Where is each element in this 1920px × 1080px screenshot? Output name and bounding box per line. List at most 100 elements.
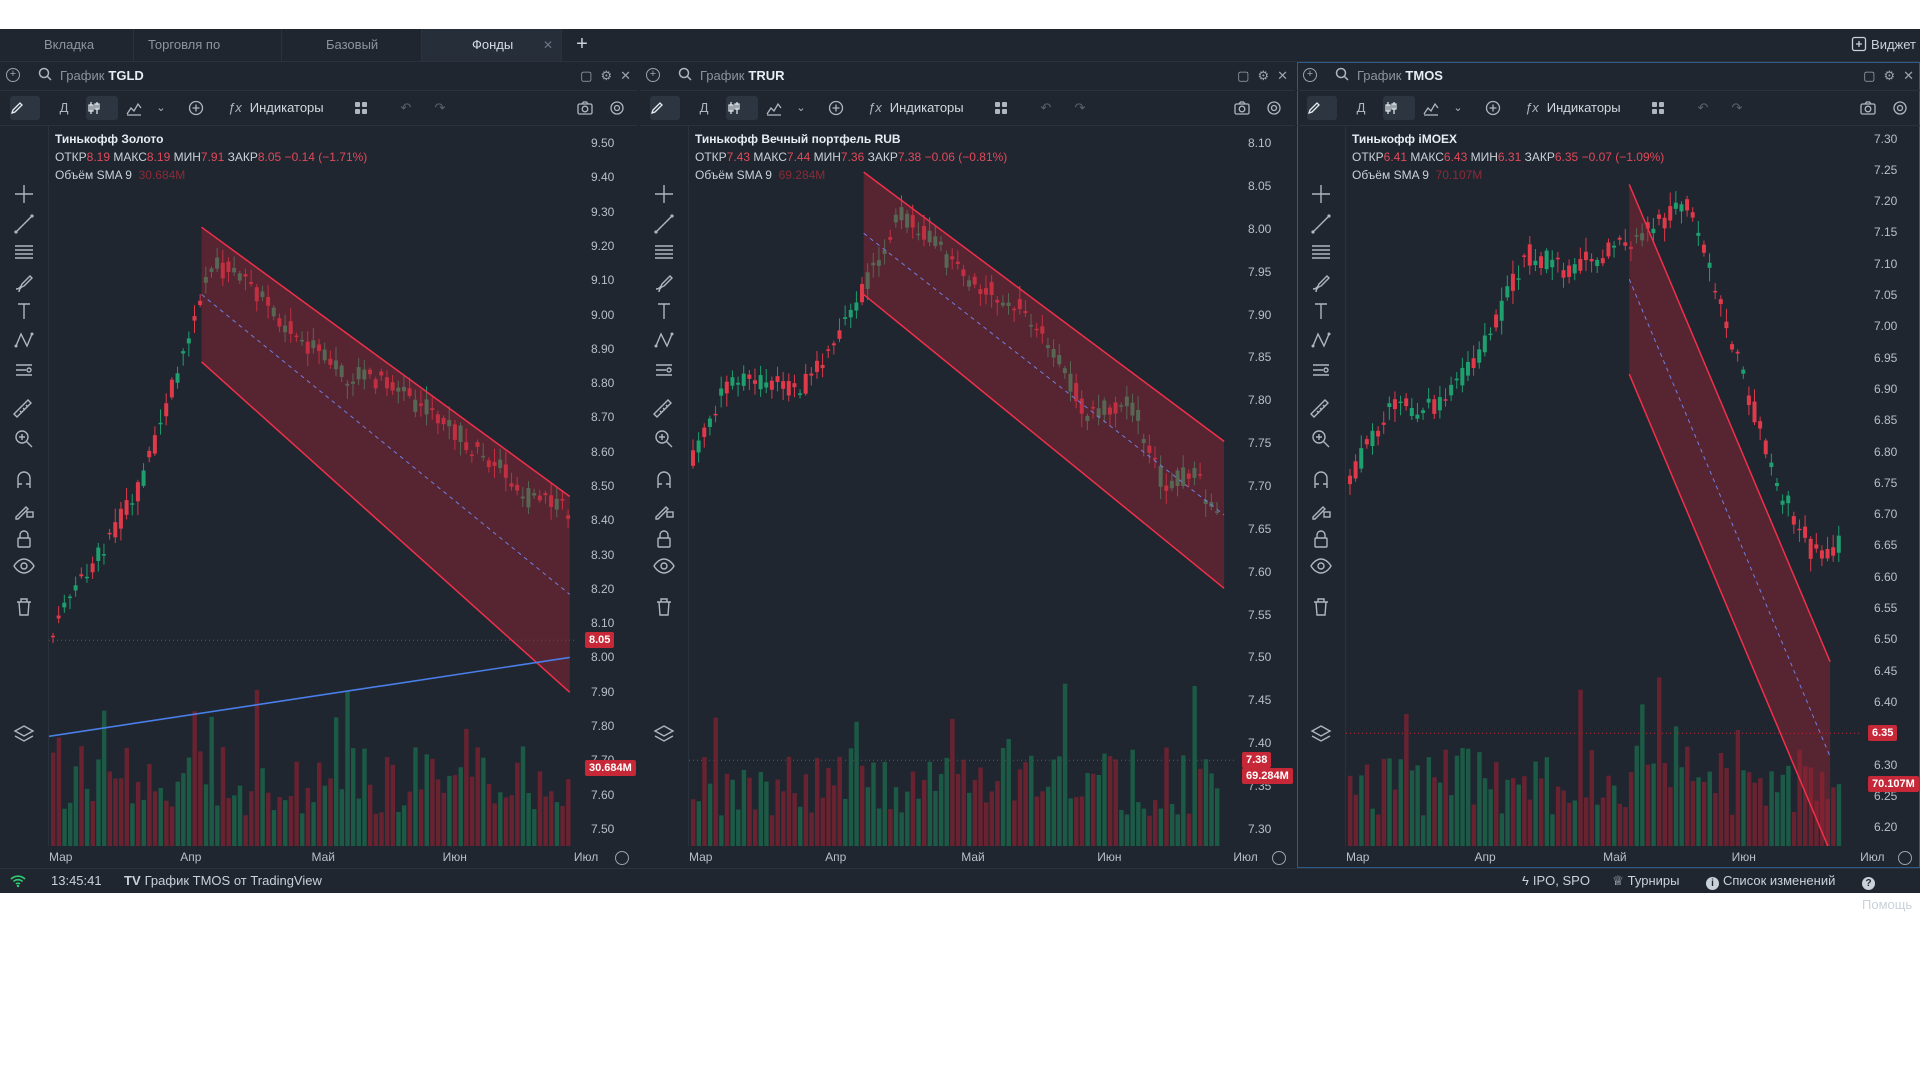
prediction-icon[interactable] — [652, 358, 676, 382]
brush-icon[interactable] — [12, 271, 36, 295]
chart-type-button[interactable] — [126, 96, 148, 120]
trash-icon[interactable] — [652, 595, 676, 619]
layouts-button[interactable] — [994, 96, 1016, 120]
layers-icon[interactable] — [1309, 722, 1333, 746]
channel-border-line[interactable] — [1628, 373, 1830, 846]
add-panel-icon[interactable]: + — [6, 68, 20, 82]
layers-icon[interactable] — [652, 722, 676, 746]
ruler-icon[interactable] — [1309, 398, 1333, 422]
draw-pencil-button[interactable] — [650, 96, 680, 120]
channel-border-line[interactable] — [863, 171, 1225, 443]
alert-icon[interactable] — [1892, 96, 1912, 120]
lock-drawing-icon[interactable] — [1309, 497, 1333, 521]
layouts-button[interactable] — [1651, 96, 1673, 120]
camera-icon[interactable] — [1234, 96, 1254, 120]
gear-icon[interactable] — [1898, 851, 1912, 865]
channel-border-line[interactable] — [863, 293, 1225, 589]
tab-vkladka[interactable]: Вкладка — [30, 29, 134, 61]
add-panel-icon[interactable]: + — [646, 68, 660, 82]
brush-icon[interactable] — [1309, 271, 1333, 295]
trash-icon[interactable] — [12, 595, 36, 619]
redo-icon[interactable]: ↷ — [434, 100, 446, 115]
ruler-icon[interactable] — [12, 398, 36, 422]
gear-icon[interactable]: ⚙ — [1883, 68, 1896, 83]
pattern-icon[interactable] — [652, 328, 676, 352]
tab-trading-by-instrument[interactable]: Торговля по инстр... — [134, 29, 282, 84]
draw-pencil-button[interactable] — [10, 96, 40, 120]
magnet-icon[interactable] — [12, 468, 36, 492]
camera-icon[interactable] — [577, 96, 597, 120]
zoom-in-icon[interactable] — [12, 427, 36, 451]
undo-icon[interactable]: ↶ — [400, 100, 412, 115]
lock-icon[interactable] — [652, 527, 676, 551]
camera-icon[interactable] — [1860, 96, 1880, 120]
brush-icon[interactable] — [652, 271, 676, 295]
regression-channel[interactable] — [201, 227, 570, 693]
channel-median-line[interactable] — [201, 294, 571, 595]
regression-channel[interactable] — [863, 172, 1225, 589]
time-axis[interactable]: Мар Апр Май Июн Июл — [49, 846, 637, 868]
draw-pencil-button[interactable] — [1307, 96, 1337, 120]
magnet-icon[interactable] — [652, 468, 676, 492]
interval-button[interactable]: Д — [1351, 96, 1371, 120]
interval-button[interactable]: Д — [694, 96, 714, 120]
eye-icon[interactable] — [12, 554, 36, 578]
undo-icon[interactable]: ↶ — [1040, 100, 1052, 115]
channel-median-line[interactable] — [1628, 279, 1831, 757]
symbol-selector[interactable]: График TRUR — [700, 62, 785, 90]
redo-icon[interactable]: ↷ — [1074, 100, 1086, 115]
text-icon[interactable] — [1309, 299, 1333, 323]
price-axis[interactable]: 7.30 7.25 7.20 7.15 7.10 7.05 7.00 6.95 6.90 6.85… — [1868, 126, 1920, 846]
maximize-icon[interactable]: ▢ — [580, 68, 593, 83]
compare-button[interactable] — [828, 96, 850, 120]
close-icon[interactable]: ✕ — [542, 38, 553, 52]
price-axis[interactable]: 8.10 8.05 8.00 7.95 7.90 7.85 7.80 7.75 7.70 7.65… — [1242, 126, 1294, 846]
search-icon[interactable] — [38, 67, 52, 81]
tournaments-link[interactable]: ♕ Турниры — [1612, 869, 1679, 893]
prediction-icon[interactable] — [12, 358, 36, 382]
add-tab-button[interactable]: + — [576, 33, 588, 55]
eye-icon[interactable] — [652, 554, 676, 578]
ipo-link[interactable]: ϟ IPO, SPO — [1522, 869, 1590, 893]
eye-icon[interactable] — [1309, 554, 1333, 578]
close-icon[interactable]: ✕ — [620, 68, 631, 83]
trash-icon[interactable] — [1309, 595, 1333, 619]
tab-funds[interactable]: Фонды ✕ — [422, 29, 562, 61]
lock-drawing-icon[interactable] — [12, 497, 36, 521]
compare-button[interactable] — [188, 96, 210, 120]
undo-icon[interactable]: ↶ — [1697, 100, 1709, 115]
widgets-button[interactable]: Виджет — [1851, 29, 1920, 61]
lock-icon[interactable] — [1309, 527, 1333, 551]
trend-line-icon[interactable] — [1309, 212, 1333, 236]
interval-button[interactable]: Д — [54, 96, 74, 120]
gear-icon[interactable] — [1272, 851, 1286, 865]
fib-levels-icon[interactable] — [1309, 240, 1333, 264]
time-axis[interactable]: Мар Апр Май Июн Июл — [689, 846, 1294, 868]
text-icon[interactable] — [12, 299, 36, 323]
text-icon[interactable] — [652, 299, 676, 323]
regression-channel[interactable] — [1629, 184, 1831, 846]
time-axis[interactable]: Мар Апр Май Июн Июл — [1346, 846, 1920, 868]
fib-levels-icon[interactable] — [12, 240, 36, 264]
indicators-button[interactable]: ƒx Индикаторы — [1525, 96, 1635, 120]
crosshair-icon[interactable] — [12, 182, 36, 206]
gear-icon[interactable]: ⚙ — [600, 68, 613, 83]
symbol-selector[interactable]: График TGLD — [60, 62, 144, 90]
indicators-button[interactable]: ƒx Индикаторы — [868, 96, 978, 120]
crosshair-icon[interactable] — [1309, 182, 1333, 206]
lock-drawing-icon[interactable] — [652, 497, 676, 521]
ruler-icon[interactable] — [652, 398, 676, 422]
help-link[interactable]: ? Помощь — [1862, 869, 1920, 917]
gear-icon[interactable]: ⚙ — [1257, 68, 1270, 83]
channel-border-line[interactable] — [201, 226, 571, 498]
close-icon[interactable]: ✕ — [1277, 68, 1288, 83]
channel-border-line[interactable] — [201, 361, 571, 693]
pattern-icon[interactable] — [12, 328, 36, 352]
crosshair-icon[interactable] — [652, 182, 676, 206]
chart-type-button[interactable] — [766, 96, 788, 120]
gear-icon[interactable] — [615, 851, 629, 865]
changelog-link[interactable]: i Список изменений — [1706, 869, 1835, 893]
candles-button[interactable] — [86, 96, 118, 120]
channel-border-line[interactable] — [1628, 184, 1831, 663]
chart-type-button[interactable] — [1423, 96, 1445, 120]
